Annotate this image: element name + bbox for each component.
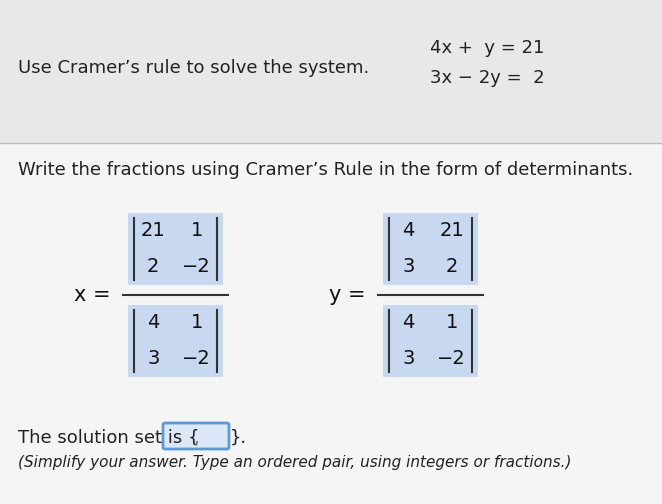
Text: 3x − 2y =  2: 3x − 2y = 2 bbox=[430, 69, 545, 87]
Bar bbox=[128, 213, 222, 285]
Text: 1: 1 bbox=[191, 313, 203, 333]
Text: 4: 4 bbox=[402, 221, 414, 240]
Text: 3: 3 bbox=[147, 349, 160, 368]
Text: }.: }. bbox=[230, 429, 247, 447]
Text: 4x +  y = 21: 4x + y = 21 bbox=[430, 39, 544, 57]
Text: 21: 21 bbox=[141, 221, 166, 240]
Text: 3: 3 bbox=[402, 258, 414, 277]
Text: ,: , bbox=[193, 429, 199, 447]
Text: Write the fractions using Cramer’s Rule in the form of determinants.: Write the fractions using Cramer’s Rule … bbox=[18, 161, 634, 179]
Text: (Simplify your answer. Type an ordered pair, using integers or fractions.): (Simplify your answer. Type an ordered p… bbox=[18, 455, 571, 470]
Text: −2: −2 bbox=[182, 349, 211, 368]
Bar bbox=[128, 305, 222, 377]
Text: 21: 21 bbox=[440, 221, 464, 240]
Text: The solution set is {: The solution set is { bbox=[18, 429, 199, 447]
Bar bbox=[0, 143, 662, 504]
Text: 2: 2 bbox=[147, 258, 160, 277]
Text: y =: y = bbox=[329, 285, 366, 305]
Bar bbox=[0, 0, 662, 143]
FancyBboxPatch shape bbox=[163, 423, 229, 449]
Text: Use Cramer’s rule to solve the system.: Use Cramer’s rule to solve the system. bbox=[18, 59, 369, 77]
Text: 3: 3 bbox=[402, 349, 414, 368]
Text: 4: 4 bbox=[402, 313, 414, 333]
Text: −2: −2 bbox=[438, 349, 466, 368]
Bar bbox=[383, 213, 477, 285]
Bar bbox=[383, 305, 477, 377]
Text: 4: 4 bbox=[147, 313, 160, 333]
Text: x =: x = bbox=[74, 285, 111, 305]
Text: 1: 1 bbox=[446, 313, 458, 333]
Text: −2: −2 bbox=[182, 258, 211, 277]
Text: 1: 1 bbox=[191, 221, 203, 240]
Text: 2: 2 bbox=[446, 258, 458, 277]
